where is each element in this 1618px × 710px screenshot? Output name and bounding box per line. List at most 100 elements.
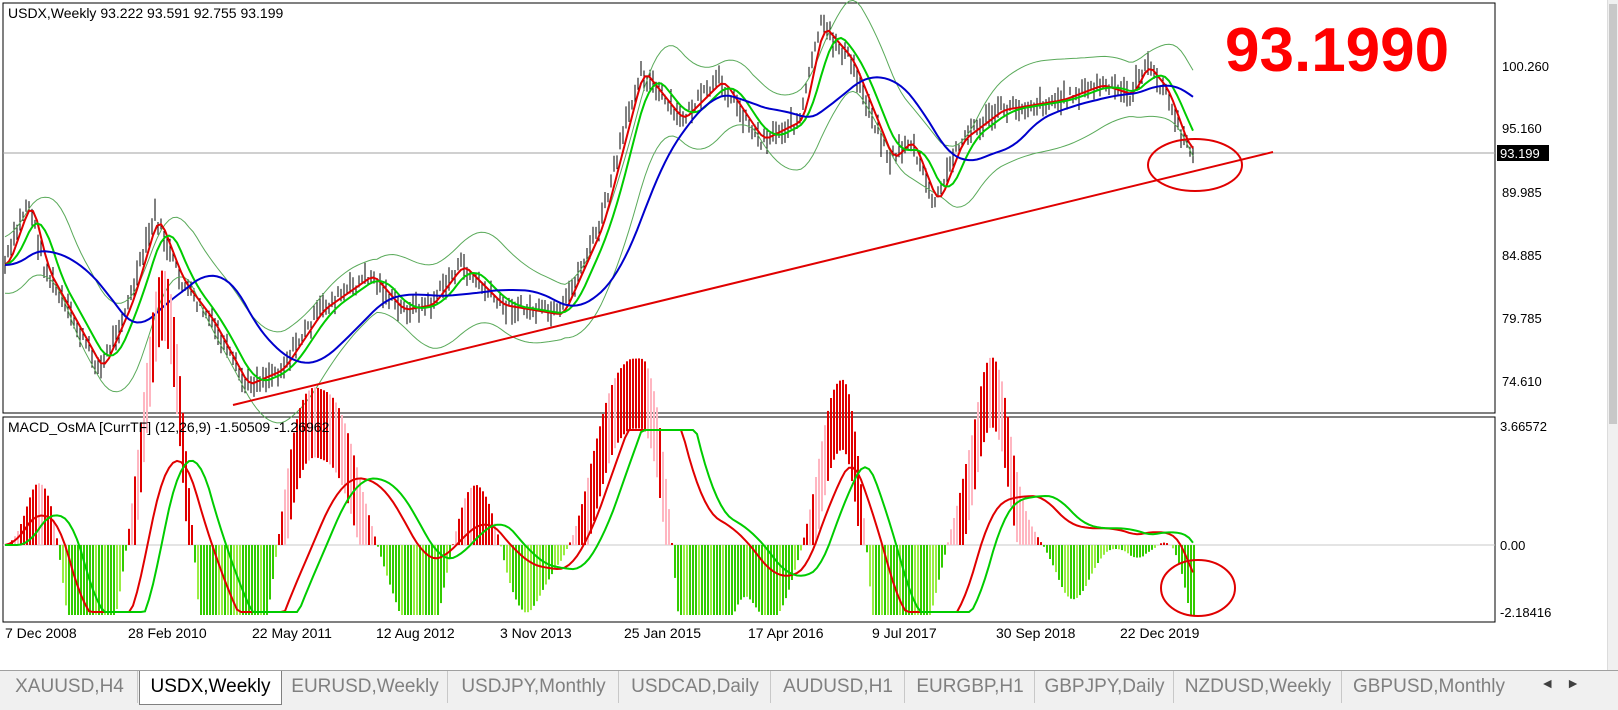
osma-bar [1019,487,1021,545]
osma-bar [569,542,571,545]
osma-bar [881,545,883,615]
time-axis-label: 22 Dec 2019 [1120,625,1200,641]
osma-bar [620,368,622,438]
osma-bar [611,385,613,455]
time-axis-label: 17 Apr 2016 [748,625,824,641]
tab-eurusd-weekly[interactable]: EURUSD,Weekly [283,671,448,703]
osma-bar [1094,545,1096,568]
osma-bar [365,504,367,545]
tab-usdjpy-monthly[interactable]: USDJPY,Monthly [449,671,619,703]
osma-bar [659,428,661,498]
osma-bar [1013,456,1015,526]
osma-bar [1190,545,1192,615]
osma-bar [263,545,265,615]
osma-bar [218,545,220,615]
osma-bar [1133,545,1135,557]
tab-usdx-weekly[interactable]: USDX,Weekly [139,671,282,705]
osma-bar [968,450,970,520]
tab-xauusd-h4[interactable]: XAUUSD,H4 [2,671,138,703]
osma-bar [593,451,595,521]
osma-bar [167,279,169,349]
chart-window[interactable]: USDX,Weekly 93.222 93.591 92.755 93.199 … [0,0,1618,670]
osma-bar [470,488,472,545]
osma-bar [1139,545,1141,557]
osma-bar [761,545,763,615]
price-axis-label: 95.160 [1502,121,1542,136]
osma-bar [377,545,379,547]
osma-bar [941,545,943,568]
osma-bar [797,545,799,560]
osma-bar [482,491,484,545]
tab-nzdusd-weekly[interactable]: NZDUSD,Weekly [1175,671,1342,703]
osma-bar [608,393,610,463]
osma-bar [113,545,115,615]
osma-bar [911,545,913,615]
osma-bar [812,494,814,545]
osma-bar [632,359,634,429]
osma-bar [1178,545,1180,563]
price-axis-label: 89.985 [1502,185,1542,200]
osma-bar [653,391,655,461]
tab-gbpjpy-daily[interactable]: GBPJPY,Daily [1036,671,1174,703]
osma-bar [998,370,1000,440]
osma-bar [107,545,109,615]
osma-bar [476,485,478,545]
osma-bar [1022,500,1024,545]
osma-bar [578,516,580,545]
osma-bar [815,477,817,545]
time-axis-label: 25 Jan 2015 [624,625,701,641]
osma-bar [875,545,877,615]
tab-scroll-left-icon[interactable]: ◄ [1540,675,1554,691]
osma-bar [983,372,985,442]
osma-bar [1172,545,1174,548]
price-axis-label: 74.610 [1502,374,1542,389]
osma-bar [722,545,724,615]
osma-bar [197,545,199,599]
osma-bar [818,459,820,529]
tab-gbpusd-monthly[interactable]: GBPUSD,Monthly [1343,671,1515,703]
osma-bar [590,464,592,534]
time-axis-label: 3 Nov 2013 [500,625,572,641]
time-axis: 7 Dec 2008 28 Feb 2010 22 May 2011 12 Au… [5,625,1200,641]
osma-bar [260,545,262,615]
osma-bar [788,545,790,590]
scrollbar-thumb[interactable] [1609,4,1617,424]
osma-bar [203,545,205,615]
osma-bar [1118,545,1120,549]
chart-canvas[interactable]: USDX,Weekly 93.222 93.591 92.755 93.199 … [0,0,1618,670]
osma-bar [503,545,505,560]
osma-bar [1163,543,1165,545]
osma-bar [833,390,835,460]
osma-bar [512,545,514,592]
osma-bar [1073,545,1075,599]
vertical-scrollbar[interactable] [1607,0,1618,670]
tab-scroll-right-icon[interactable]: ► [1566,675,1580,691]
osma-bar [635,359,637,429]
tab-eurgbp-h1[interactable]: EURGBP,H1 [906,671,1035,703]
osma-bar [692,545,694,615]
symbol-info: USDX,Weekly 93.222 93.591 92.755 93.199 [8,5,283,21]
symbol-tab-bar: XAUUSD,H4 USDX,Weekly EURUSD,Weekly USDJ… [0,670,1618,710]
osma-bar [383,545,385,566]
indicator-info: MACD_OsMA [CurrTF] (12,26,9) -1.50509 -1… [8,419,330,435]
osma-bar [749,545,751,599]
osma-bar [1142,545,1144,556]
osma-bar [995,362,997,432]
osma-bar [719,545,721,615]
osma-bar [1121,545,1123,550]
osma-bar [1004,398,1006,468]
osma-bar [530,545,532,610]
osma-bar [845,384,847,454]
osma-bar [1097,545,1099,563]
osma-bar [680,545,682,615]
osma-bar [1136,545,1138,558]
osma-bar [401,545,403,615]
osma-bar [809,510,811,546]
osma-bar [584,491,586,545]
osma-bar [1088,545,1090,580]
tab-usdcad-daily[interactable]: USDCAD,Daily [620,671,771,703]
tab-audusd-h1[interactable]: AUDUSD,H1 [772,671,905,703]
osma-bar [1046,545,1048,553]
osma-bar [917,545,919,615]
osma-bar [656,407,658,477]
